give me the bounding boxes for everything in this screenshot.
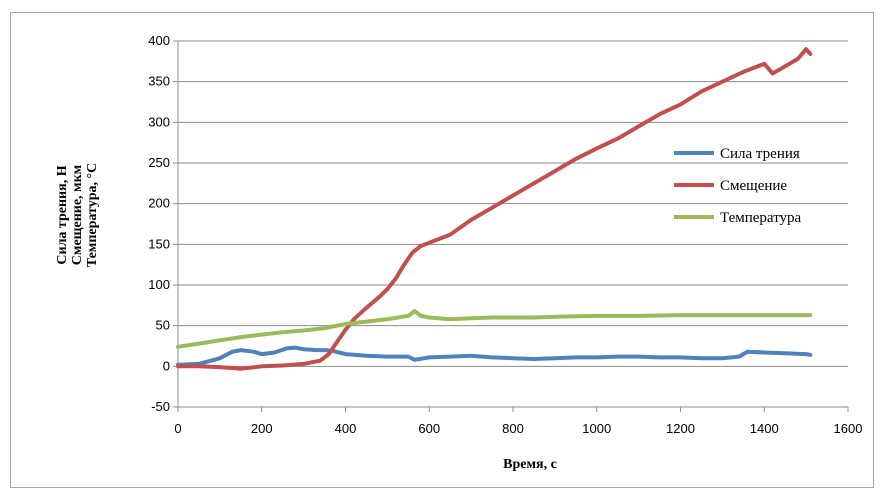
y-tick-label: 350 [148, 74, 170, 89]
legend-label-3: Температура [720, 210, 802, 226]
series-line-1 [176, 345, 813, 367]
tick-labels: 400 350 300 250 200 150 100 50 0 -50 0 200 400 600 800… [148, 33, 862, 436]
y-axis-title: Сила трения, Н Смещение, мкм Температура… [55, 163, 100, 267]
series-lines [176, 47, 813, 371]
y-axis-title-line-2: Смещение, мкм [70, 164, 85, 265]
y-tick-label: 400 [148, 33, 170, 48]
x-tick-label: 1600 [834, 421, 863, 436]
x-tick-label: 600 [418, 421, 440, 436]
x-axis-title: Время, с [503, 457, 557, 472]
series-line-2 [176, 47, 813, 371]
y-tick-label: 150 [148, 236, 170, 251]
chart-frame [10, 12, 874, 488]
legend-label-1: Сила трения [720, 146, 800, 162]
x-tick-label: 200 [251, 421, 273, 436]
y-tick-label: 250 [148, 155, 170, 170]
y-tick-label: 300 [148, 114, 170, 129]
y-tick-label: 100 [148, 277, 170, 292]
legend-label-2: Смещение [720, 178, 787, 194]
y-tick-label: 0 [163, 358, 170, 373]
y-tick-label: -50 [151, 399, 170, 414]
y-tick-label: 200 [148, 196, 170, 211]
x-tick-label: 1000 [582, 421, 611, 436]
y-axis-title-line-3: Температура, °С [85, 163, 100, 267]
x-tick-label: 1200 [666, 421, 695, 436]
legend: Сила трения Смещение Температура [674, 146, 802, 226]
x-tick-label: 800 [502, 421, 524, 436]
x-tick-label: 1400 [750, 421, 779, 436]
y-tick-label: 50 [156, 318, 170, 333]
x-tick-label: 400 [335, 421, 357, 436]
series-line-3 [176, 309, 813, 349]
x-tick-label: 0 [174, 421, 181, 436]
y-axis-title-line-1: Сила трения, Н [55, 165, 70, 264]
